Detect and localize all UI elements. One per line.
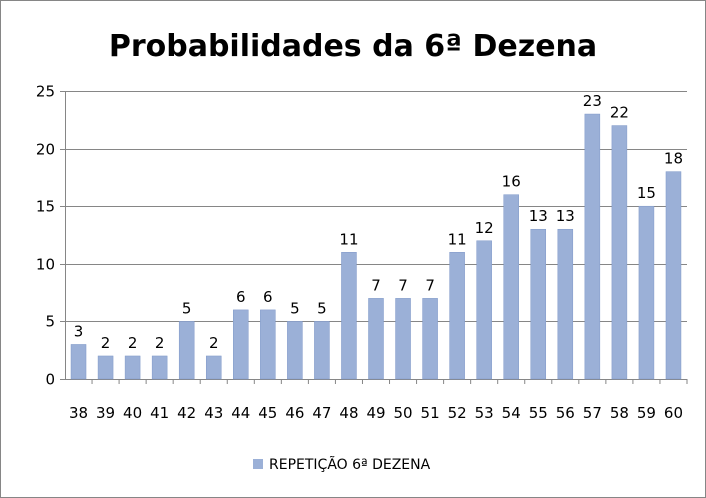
data-label-48: 11 [339, 230, 358, 248]
y-tick-label: 20 [36, 141, 55, 159]
x-axis-ticks: 38 39 40 41 42 43 44 45 46 47 48 49 50 51 52 53 54 55 56 57… [69, 379, 688, 422]
gridlines [65, 91, 687, 322]
data-label-38: 3 [74, 322, 84, 340]
x-tick-label-59: 59 [637, 404, 656, 422]
bar-50 [395, 298, 411, 380]
bar-47 [314, 321, 330, 380]
x-tick-label-41: 41 [150, 404, 169, 422]
bar-42 [178, 321, 195, 380]
y-tick-label: 0 [45, 371, 55, 389]
bar-58 [611, 125, 628, 380]
x-tick-label-38: 38 [69, 404, 88, 422]
x-tick-label-49: 49 [366, 404, 385, 422]
bar-39 [97, 355, 114, 380]
data-label-41: 2 [155, 334, 165, 352]
data-label-60: 18 [664, 150, 683, 168]
bar-57 [584, 113, 601, 380]
bar-44 [233, 309, 249, 380]
bar-46 [287, 321, 303, 380]
y-axis-ticks: 0 5 10 15 20 25 [36, 83, 65, 389]
x-tick-label-44: 44 [231, 404, 250, 422]
legend-label: REPETIÇÃO 6ª DEZENA [269, 456, 431, 473]
data-label-42: 5 [182, 299, 192, 317]
data-label-47: 5 [317, 299, 327, 317]
bar-49 [368, 298, 384, 380]
bar-55 [530, 228, 547, 380]
chart-title: Probabilidades da 6ª Dezena [109, 29, 597, 64]
bar-53 [476, 240, 492, 380]
x-tick-label-50: 50 [393, 404, 412, 422]
x-tick-label-47: 47 [312, 404, 331, 422]
data-label-43: 2 [209, 334, 219, 352]
data-label-40: 2 [128, 334, 138, 352]
bar-60 [665, 171, 682, 380]
data-label-50: 7 [398, 276, 408, 294]
x-tick-label-51: 51 [421, 404, 440, 422]
x-tick-label-43: 43 [204, 404, 223, 422]
x-tick-label-40: 40 [123, 404, 142, 422]
y-tick-label: 10 [36, 256, 55, 274]
data-label-56: 13 [556, 207, 575, 225]
x-tick-label-54: 54 [502, 404, 521, 422]
data-label-57: 23 [583, 92, 602, 110]
bar-40 [124, 355, 141, 380]
bar-59 [638, 205, 655, 380]
bar-51 [422, 298, 438, 380]
data-label-59: 15 [637, 184, 656, 202]
legend: REPETIÇÃO 6ª DEZENA [253, 456, 431, 473]
y-tick-label: 25 [36, 83, 55, 101]
data-label-46: 5 [290, 299, 300, 317]
data-label-53: 12 [475, 219, 494, 237]
x-tick-label-42: 42 [177, 404, 196, 422]
x-tick-label-56: 56 [556, 404, 575, 422]
bar-48 [341, 252, 357, 380]
bar-45 [260, 309, 276, 380]
x-tick-label-55: 55 [529, 404, 548, 422]
data-label-39: 2 [101, 334, 111, 352]
data-label-55: 13 [529, 207, 548, 225]
bar-38 [70, 344, 87, 380]
bars [70, 113, 682, 380]
data-label-54: 16 [502, 173, 521, 191]
bar-43 [205, 355, 222, 380]
x-tick-label-53: 53 [475, 404, 494, 422]
data-label-58: 22 [610, 104, 629, 122]
x-tick-label-58: 58 [610, 404, 629, 422]
y-tick-label: 5 [45, 313, 55, 331]
bar-52 [449, 252, 465, 380]
data-label-51: 7 [425, 276, 435, 294]
x-tick-label-39: 39 [96, 404, 115, 422]
bar-56 [557, 228, 574, 380]
data-label-44: 6 [236, 288, 246, 306]
data-label-45: 6 [263, 288, 273, 306]
y-tick-label: 15 [36, 198, 55, 216]
x-tick-label-45: 45 [258, 404, 277, 422]
data-label-52: 11 [448, 230, 467, 248]
legend-swatch [253, 459, 263, 469]
x-tick-label-57: 57 [583, 404, 602, 422]
data-label-49: 7 [371, 276, 381, 294]
x-tick-label-48: 48 [339, 404, 358, 422]
x-tick-label-46: 46 [285, 404, 304, 422]
x-tick-label-52: 52 [448, 404, 467, 422]
bar-41 [151, 355, 168, 380]
bar-54 [503, 194, 519, 380]
x-tick-label-60: 60 [664, 404, 683, 422]
axes [65, 91, 687, 380]
